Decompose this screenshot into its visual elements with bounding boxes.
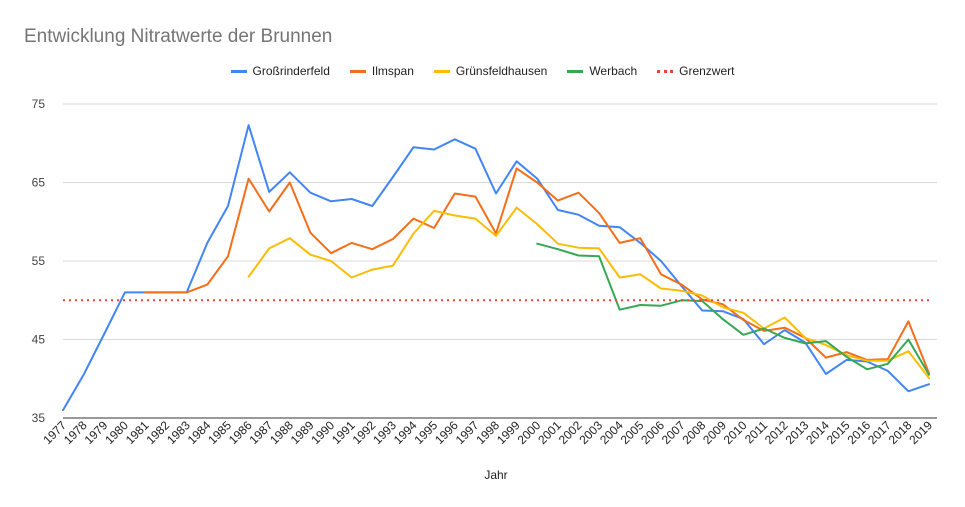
series-line-grünsfeldhausen <box>247 206 930 379</box>
legend-label: Großrinderfeld <box>252 64 330 78</box>
legend-swatch <box>567 69 584 73</box>
series-line-werbach <box>536 242 930 376</box>
chart-title: Entwicklung Nitratwerte der Brunnen <box>24 26 333 47</box>
y-tick-label: 75 <box>32 97 46 111</box>
legend-swatch <box>657 69 674 73</box>
legend-label: Ilmspan <box>371 64 414 78</box>
y-tick-label: 55 <box>32 254 46 268</box>
legend-item: Grenzwert <box>657 64 734 78</box>
y-tick-label: 65 <box>32 176 46 190</box>
legend-item: Ilmspan <box>349 64 414 78</box>
legend-swatch <box>349 69 366 73</box>
legend-label: Grenzwert <box>679 64 735 78</box>
legend-item: Großrinderfeld <box>230 64 330 78</box>
chart-legend: Großrinderfeld Ilmspan Grünsfeldhausen Werb… <box>0 64 965 78</box>
x-axis-label: Jahr <box>484 468 507 482</box>
legend-item: Werbach <box>567 64 637 78</box>
legend-item: Grünsfeldhausen <box>433 64 548 78</box>
legend-swatch <box>230 69 247 73</box>
series-line-ilmspan <box>144 167 930 375</box>
series-line-großrinderfeld <box>62 124 930 412</box>
y-tick-label: 35 <box>32 411 46 425</box>
legend-label: Grünsfeldhausen <box>455 64 548 78</box>
x-tick-label: 2019 <box>906 418 935 447</box>
y-tick-label: 45 <box>32 333 46 347</box>
legend-swatch <box>433 69 450 73</box>
legend-label: Werbach <box>589 64 638 78</box>
